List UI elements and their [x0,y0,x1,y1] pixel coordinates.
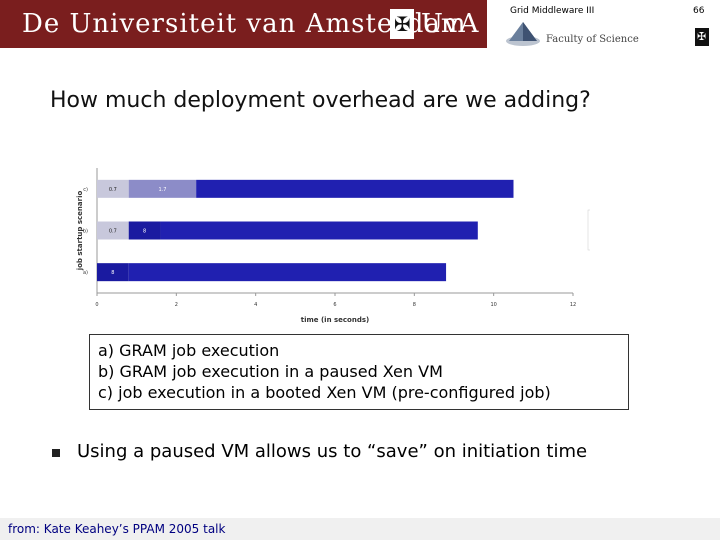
bar-data-label: 8 [143,229,146,235]
university-short-name: UvA [421,9,480,39]
x-tick-label: 10 [490,302,496,308]
bar-data-label: 8 [111,270,114,276]
chart-canvas: 0.7 1.7 c) 0.7 8 b) 8 a) 0 2 4 6 8 10 12 time (in secon… [76,168,590,324]
footer-bar [0,518,720,540]
bar-b-vm-setup [97,221,129,240]
y-tick-label: a) [83,270,88,276]
bar-c-gram-job [196,179,514,198]
slide-number: 66 [693,6,705,16]
x-tick-label: 4 [254,302,257,308]
footer-source: from: Kate Keahey’s PPAM 2005 talk [8,522,226,536]
university-banner: De Universiteit van Amsterdam ✠ UvA [0,0,487,48]
x-tick-label: 6 [333,302,336,308]
bar-b-gram-job [160,221,478,240]
scenario-b-label: b) GRAM job execution in a paused Xen VM [98,362,443,381]
legend-box [587,209,590,251]
bar-a-gram-job [128,263,447,282]
bar-data-label: 1.7 [158,187,166,193]
bullet-square-icon [52,449,60,457]
bar-a-job-setup [97,263,129,282]
bar-b-job-setup [128,221,161,240]
x-axis-title: time (in seconds) [301,316,369,324]
university-crest-icon: ✠ [390,9,414,39]
scenario-c-label: c) job execution in a booted Xen VM (pre… [98,383,551,402]
startup-time-chart: 0.7 1.7 c) 0.7 8 b) 8 a) 0 2 4 6 8 10 12 time (in secon… [70,160,590,330]
x-tick-label: 12 [570,302,576,308]
slide-title: How much deployment overhead are we addi… [50,88,591,113]
bullet-point: Using a paused VM allows us to “save” on… [77,441,588,462]
x-tick-label: 0 [95,302,98,308]
x-tick-label: 2 [175,302,178,308]
course-title: Grid Middleware III [510,6,595,16]
bar-data-label: 0.7 [109,229,117,235]
x-tick-label: 8 [413,302,416,308]
y-axis-title: job startup scenario [76,191,84,272]
scenario-a-label: a) GRAM job execution [98,341,280,360]
bar-c-vm-setup [97,179,129,198]
faculty-name: Faculty of Science [546,34,639,45]
y-tick-label: b) [83,229,88,235]
bar-c-vm-boot [128,179,197,198]
faculty-crest-icon: ✠ [695,28,709,46]
y-tick-label: c) [83,187,88,193]
scenario-legend-box: a) GRAM job execution b) GRAM job execut… [89,334,629,410]
bar-data-label: 0.7 [109,187,117,193]
faculty-pyramid-icon [506,22,540,46]
